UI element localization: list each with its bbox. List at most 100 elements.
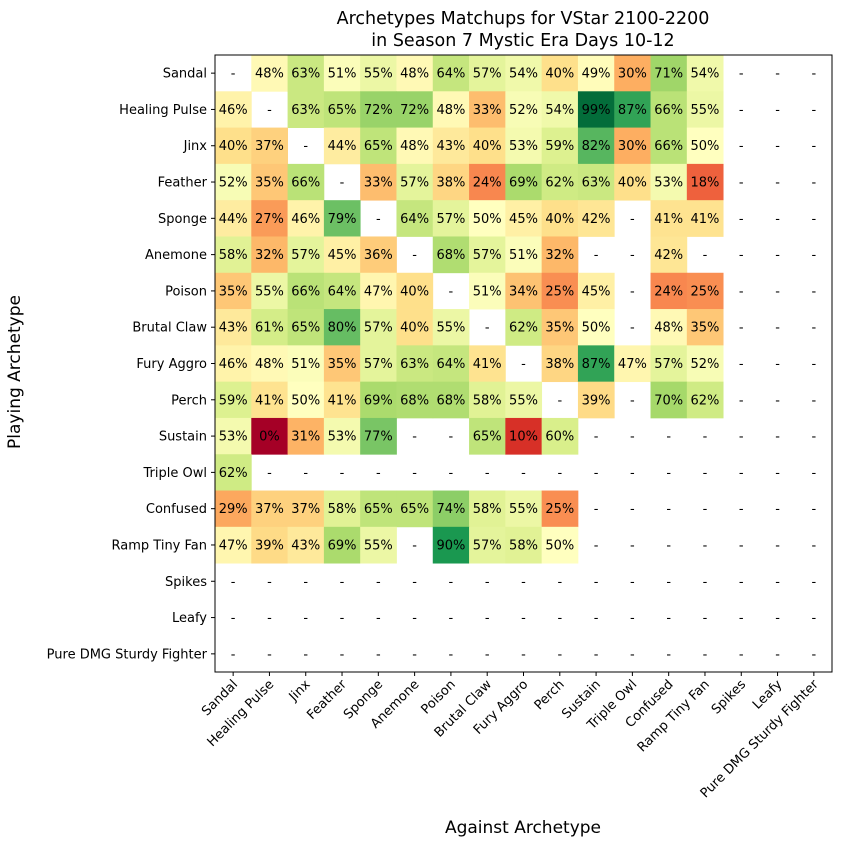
cell-label: 41% (255, 393, 284, 408)
cell-label: - (739, 139, 744, 154)
heatmap-cell (686, 272, 724, 310)
heatmap-cell (469, 526, 506, 564)
cell-label: - (812, 393, 817, 408)
heatmap-cell (215, 490, 252, 528)
cell-label: - (739, 502, 744, 517)
y-axis-label: Playing Archetype (5, 295, 25, 449)
cell-label: - (666, 611, 671, 626)
cell-label: 69% (364, 393, 393, 408)
cell-label: - (775, 502, 780, 517)
cell-label: 66% (291, 284, 320, 299)
heatmap-cell (505, 309, 543, 346)
heatmap-cell (432, 236, 470, 274)
y-tick-label: Perch (171, 393, 207, 408)
heatmap-cell (251, 55, 288, 92)
heatmap-cell (469, 345, 506, 383)
heatmap-cell (577, 55, 615, 92)
heatmap-cell (469, 163, 506, 201)
y-tick-label: Poison (165, 284, 207, 299)
y-tick-label: Triple Owl (143, 466, 207, 481)
heatmap-cell (323, 526, 361, 564)
y-tick-label: Ramp Tiny Fan (112, 538, 207, 553)
cell-label: - (812, 284, 817, 299)
chart-title-line-2: in Season 7 Mystic Era Days 10-12 (371, 31, 674, 51)
heatmap-cell (650, 345, 688, 383)
heatmap-cell (360, 526, 397, 564)
cell-label: - (449, 575, 454, 590)
heatmap-cell (577, 345, 615, 383)
cell-label: - (376, 212, 381, 227)
cell-label: 53% (509, 139, 538, 154)
heatmap-cell (396, 381, 434, 419)
cell-label: 66% (654, 139, 683, 154)
heatmap-cell (505, 55, 543, 92)
heatmap-cell (650, 163, 688, 201)
heatmap-cell (251, 490, 288, 528)
heatmap-cell (505, 91, 543, 128)
cell-label: 58% (219, 248, 248, 263)
heatmap-cell (287, 417, 325, 455)
cell-label: 63% (291, 103, 320, 118)
cell-label: 52% (691, 357, 720, 372)
cell-label: 44% (219, 212, 248, 227)
heatmap-cell (614, 345, 651, 383)
cell-label: - (594, 611, 599, 626)
cell-label: - (812, 575, 817, 590)
cell-label: 55% (436, 321, 465, 336)
cell-label: 79% (328, 212, 357, 227)
cell-label: - (666, 430, 671, 445)
heatmap-cell (432, 55, 470, 92)
cell-label: - (630, 575, 635, 590)
cell-label: 48% (255, 357, 284, 372)
heatmap-cell (432, 490, 470, 528)
heatmap-cell (287, 490, 325, 528)
cell-label: 32% (545, 248, 574, 263)
y-tick-label: Spikes (165, 575, 207, 590)
cell-label: 57% (400, 176, 429, 191)
cell-label: - (703, 248, 708, 263)
cell-label: 40% (400, 321, 429, 336)
cell-label: 47% (618, 357, 647, 372)
heatmap-cell (541, 127, 579, 165)
cell-label: - (739, 284, 744, 299)
cell-label: - (812, 212, 817, 227)
cell-label: - (775, 284, 780, 299)
cell-label: - (630, 321, 635, 336)
cell-label: - (739, 647, 744, 662)
cell-label: - (557, 466, 562, 481)
heatmap-cell (360, 127, 397, 165)
heatmap-cell (323, 127, 361, 165)
heatmap-cells (215, 55, 724, 564)
cell-label: - (775, 647, 780, 662)
heatmap-cell (287, 55, 325, 92)
heatmap-cell (650, 55, 688, 92)
heatmap-cell (323, 490, 361, 528)
heatmap-cell (287, 91, 325, 128)
cell-label: - (449, 611, 454, 626)
cell-label: - (739, 67, 744, 82)
cell-label: - (739, 212, 744, 227)
heatmap-cell (432, 200, 470, 237)
cell-label: 31% (291, 430, 320, 445)
cell-label: - (739, 103, 744, 118)
y-tick-label: Pure DMG Sturdy Fighter (47, 647, 208, 662)
cell-label: 72% (400, 103, 429, 118)
cell-label: 58% (473, 393, 502, 408)
y-tick-label: Fury Aggro (136, 357, 207, 372)
cell-label: - (739, 575, 744, 590)
cell-label: 50% (545, 538, 574, 553)
heatmap-cell (614, 55, 651, 92)
heatmap-cell (650, 127, 688, 165)
heatmap-cell (360, 417, 397, 455)
heatmap-cell (541, 163, 579, 201)
cell-label: 65% (400, 502, 429, 517)
heatmap-cell (215, 272, 252, 310)
cell-label: 43% (436, 139, 465, 154)
cell-label: 55% (691, 103, 720, 118)
heatmap-cell (686, 91, 724, 128)
cell-label: - (703, 647, 708, 662)
cell-label: 57% (654, 357, 683, 372)
cell-labels: - 48% 63% 51% 55% 48% 64% 57% 54% 40% 49% 30% 71% 54%… (219, 67, 817, 663)
cell-label: - (739, 321, 744, 336)
